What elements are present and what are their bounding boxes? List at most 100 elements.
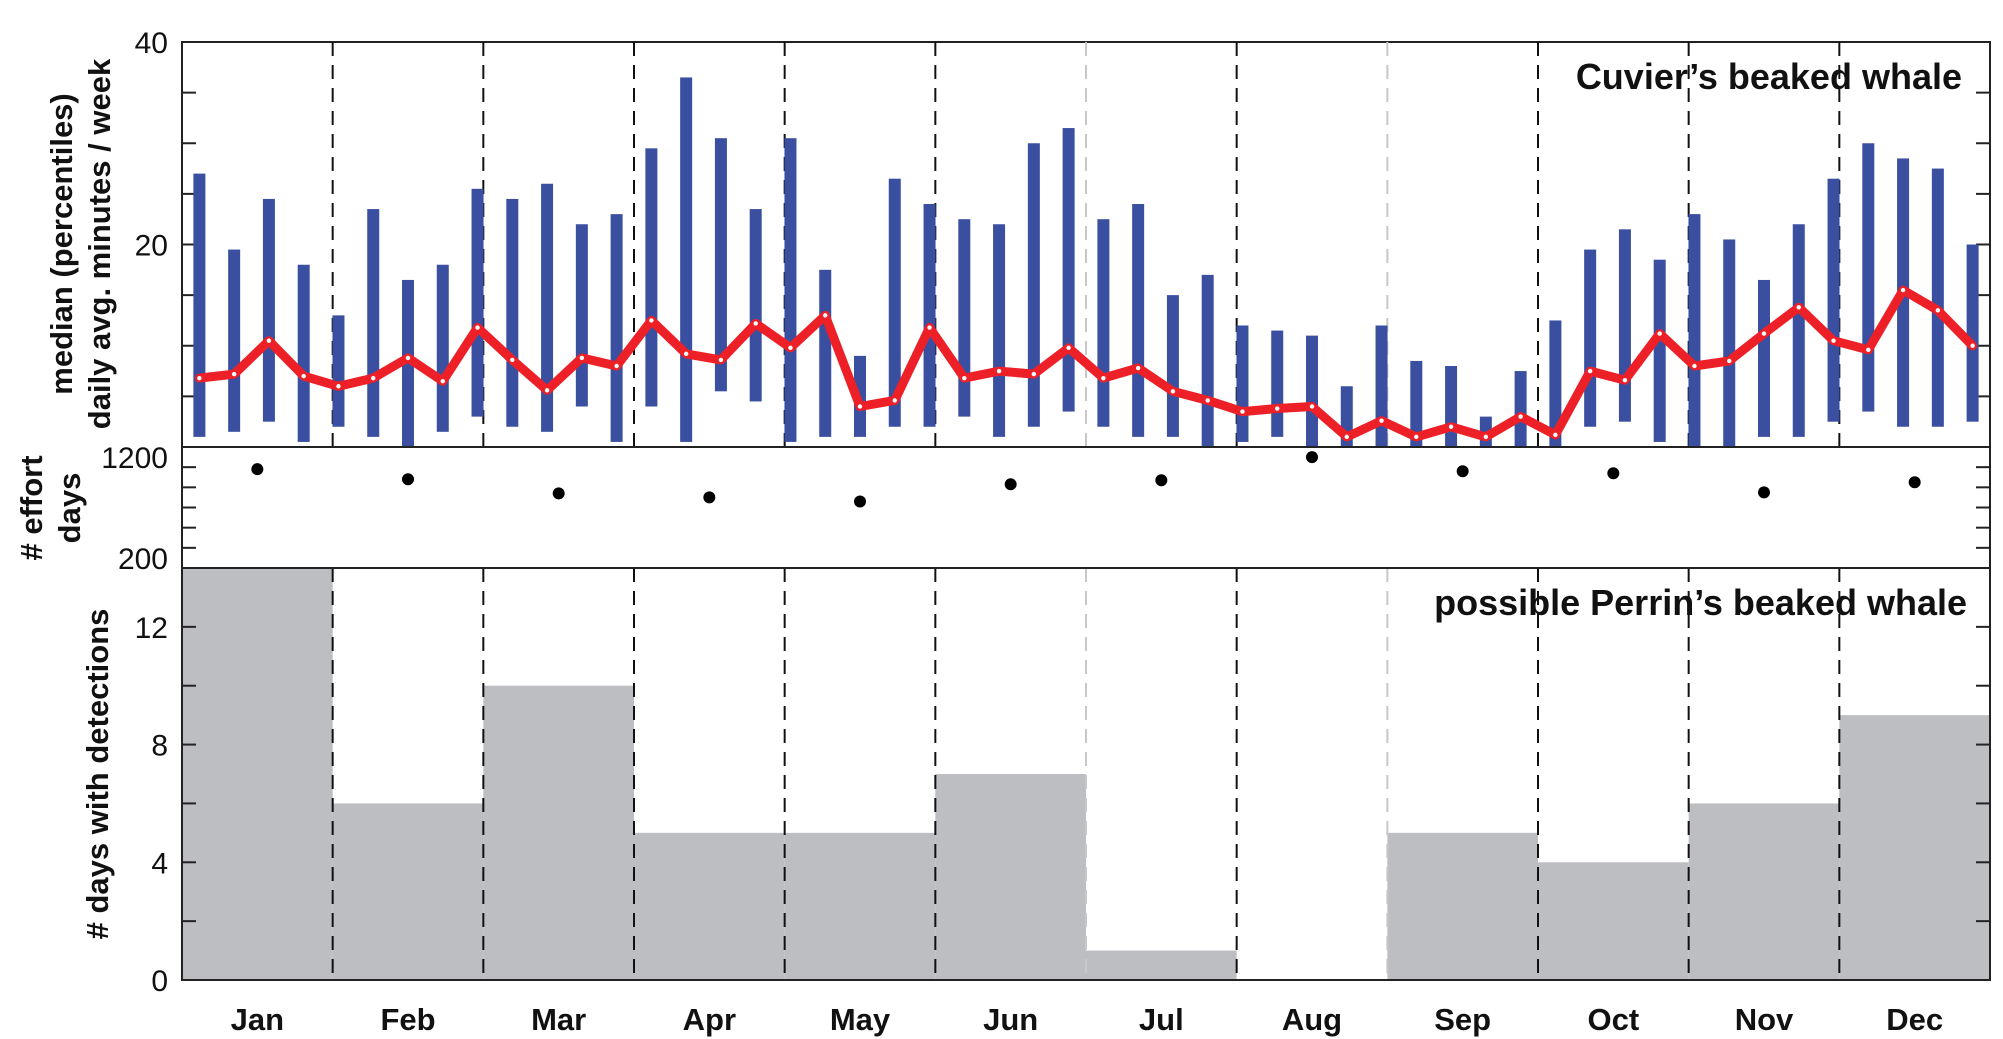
percentile-bar <box>1062 128 1075 412</box>
median-point <box>823 313 828 318</box>
percentile-bar <box>1201 274 1214 447</box>
effort-dot <box>1908 476 1921 489</box>
percentile-bar <box>714 138 727 392</box>
median-point <box>962 375 967 381</box>
median-point <box>683 351 689 357</box>
detection-bar <box>634 832 785 980</box>
effort-dot <box>1456 465 1469 478</box>
median-point <box>1622 377 1628 383</box>
percentile-bar <box>610 214 623 442</box>
median-point <box>1831 338 1836 343</box>
median-point <box>1692 363 1697 369</box>
y-tick-label: 40 <box>135 27 168 60</box>
percentile-bar <box>819 269 832 437</box>
effort-y-axis-title-line2: days <box>52 473 87 544</box>
month-label: Jan <box>231 1002 284 1037</box>
median-point <box>1344 434 1349 440</box>
median-point <box>614 363 619 369</box>
median-point <box>544 388 550 393</box>
median-point <box>788 345 793 350</box>
percentile-bar <box>1584 249 1597 427</box>
median-point <box>231 371 237 377</box>
cuvier-panel-frame <box>181 41 1991 448</box>
percentile-bar <box>436 264 449 432</box>
median-point <box>1483 434 1489 440</box>
percentile-bar <box>193 173 206 437</box>
month-label: Nov <box>1735 1002 1794 1037</box>
percentile-bar <box>541 183 554 432</box>
median-point <box>1275 406 1280 411</box>
month-label: Jul <box>1139 1002 1184 1037</box>
effort-panel: 200 1200 # effort days <box>14 442 1991 576</box>
detection-bar <box>784 832 936 980</box>
effort-dot <box>251 463 264 476</box>
effort-dot <box>1004 478 1017 491</box>
month-label: Feb <box>380 1002 435 1037</box>
percentile-bar <box>332 315 345 427</box>
median-point <box>1900 287 1906 293</box>
cuvier-y-axis-title-line2: daily avg. minutes / week <box>82 58 117 429</box>
y-tick-label: 8 <box>151 730 168 763</box>
cuvier-species-label: Cuvier’s beaked whale <box>1576 56 1962 97</box>
effort-panel-frame <box>181 446 1991 569</box>
median-point <box>1657 331 1662 336</box>
median-point <box>1135 365 1141 371</box>
median-point <box>579 355 585 361</box>
percentile-bar <box>228 249 241 432</box>
percentile-bar <box>1410 360 1423 447</box>
percentile-bar <box>1097 219 1110 427</box>
percentile-bar <box>1931 168 1944 427</box>
percentile-bar <box>1618 229 1631 422</box>
cuvier-y-axis-title-line1: median (percentiles) <box>44 93 79 394</box>
detection-bar <box>1839 715 1990 980</box>
median-point <box>371 375 376 381</box>
median-point <box>892 398 897 403</box>
detection-bar <box>935 774 1086 980</box>
median-point <box>197 375 202 381</box>
percentile-bar <box>575 224 588 407</box>
median-point <box>1761 331 1767 336</box>
median-point <box>1031 371 1037 377</box>
median-point <box>1727 358 1732 364</box>
perrin-y-axis-title: # days with detections <box>80 609 115 940</box>
median-point <box>336 384 341 389</box>
effort-dot <box>1155 474 1168 487</box>
median-point <box>405 355 411 361</box>
median-point <box>927 325 932 330</box>
percentile-bar <box>262 198 275 422</box>
y-tick-label: 1200 <box>101 442 168 475</box>
percentile-bar <box>1723 239 1736 447</box>
effort-dot <box>1758 486 1770 499</box>
detection-bar <box>332 803 484 980</box>
y-tick-label: 0 <box>151 965 168 998</box>
perrin-detection-bars <box>182 568 1990 980</box>
median-point <box>1101 375 1106 381</box>
month-label: Oct <box>1587 1002 1639 1037</box>
effort-dot <box>703 491 716 504</box>
percentile-bar <box>402 279 414 447</box>
month-labels: Jan Feb Mar Apr May Jun Jul Aug Sep Oct Nov Dec <box>231 1002 1943 1037</box>
percentile-bar <box>471 188 484 417</box>
median-point <box>1796 305 1801 310</box>
y-tick-label: 4 <box>151 847 168 880</box>
percentile-bar <box>749 209 762 402</box>
median-point <box>510 357 515 363</box>
perrin-y-ticks: 0 4 8 12 <box>135 567 1990 998</box>
percentile-bar <box>1758 279 1770 437</box>
effort-y-axis-title-line1: # effort <box>14 455 49 560</box>
effort-dot <box>402 473 414 486</box>
percentile-bar <box>1166 295 1179 437</box>
median-point <box>1970 343 1975 348</box>
cuvier-presence-panel: 20 40 Cuvier’s beaked whale median (perce… <box>44 27 1991 448</box>
median-point <box>1587 368 1593 374</box>
percentile-bar <box>506 198 519 427</box>
percentile-bar <box>993 224 1006 437</box>
percentile-bar <box>297 264 310 442</box>
median-point <box>1240 409 1245 414</box>
percentile-bar <box>923 204 936 427</box>
y-tick-label: 12 <box>135 612 168 645</box>
month-label: Dec <box>1886 1002 1943 1037</box>
percentile-bar <box>1792 224 1805 437</box>
percentile-bar <box>1827 178 1840 422</box>
